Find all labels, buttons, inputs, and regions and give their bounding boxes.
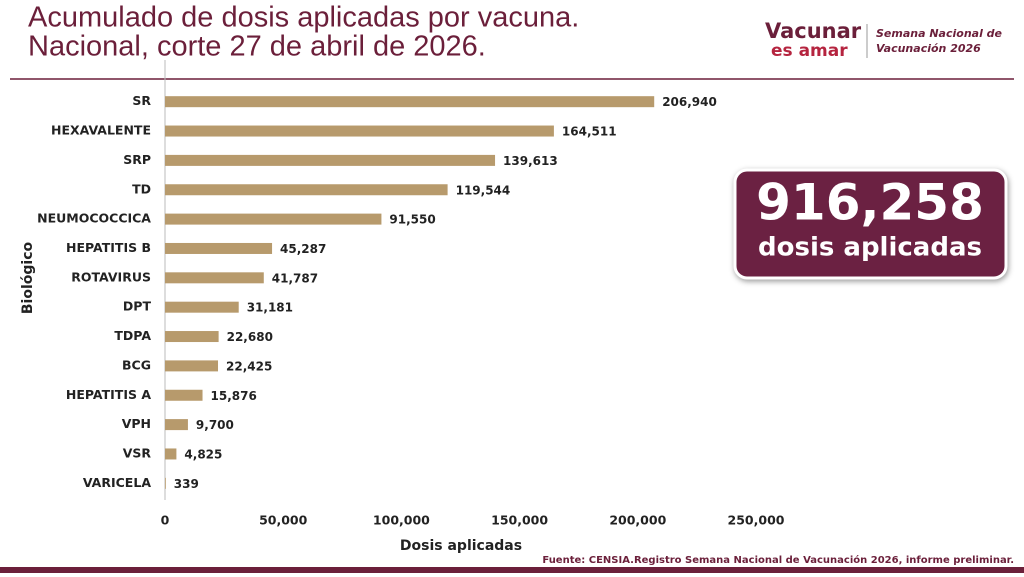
bar — [165, 184, 448, 196]
logo-bottom: es amar — [771, 41, 848, 61]
bar — [165, 389, 203, 401]
highlight-total: 916,258 — [756, 174, 984, 232]
y-axis-title: Biológico — [20, 242, 36, 315]
highlight-caption: dosis aplicadas — [758, 233, 982, 263]
bar — [165, 301, 239, 313]
bar — [165, 154, 496, 166]
value-label: 139,613 — [503, 154, 558, 168]
bar — [165, 96, 655, 108]
y-tick-label: BCG — [122, 357, 151, 372]
value-label: 41,787 — [272, 271, 318, 285]
value-label: 206,940 — [662, 95, 717, 109]
bar — [165, 213, 382, 225]
x-axis-title: Dosis aplicadas — [400, 538, 522, 554]
value-label: 4,825 — [184, 447, 222, 461]
value-label: 22,680 — [227, 330, 273, 344]
bar — [165, 419, 188, 431]
y-tick-label: VSR — [123, 445, 152, 460]
bar — [165, 448, 177, 460]
value-label: 15,876 — [211, 389, 257, 403]
chart-title-line: Acumulado de dosis aplicadas por vacuna. — [28, 2, 579, 34]
x-tick-label: 250,000 — [728, 513, 785, 528]
value-label: 45,287 — [280, 242, 326, 256]
value-label: 91,550 — [389, 213, 435, 227]
x-tick-label: 150,000 — [491, 513, 548, 528]
y-tick-label: SRP — [123, 152, 151, 167]
campaign-text: Vacunación 2026 — [876, 42, 981, 55]
y-tick-label: HEXAVALENTE — [51, 123, 151, 138]
x-tick-label: 50,000 — [259, 513, 308, 528]
x-tick-label: 100,000 — [373, 513, 430, 528]
campaign-text: Semana Nacional de — [876, 27, 1003, 40]
bar — [165, 272, 264, 284]
y-tick-label: VARICELA — [83, 475, 151, 490]
value-label: 9,700 — [196, 418, 234, 432]
y-tick-label: HEPATITIS B — [66, 240, 151, 255]
highlight-box — [733, 168, 1008, 280]
bar — [165, 125, 554, 137]
x-tick-label: 200,000 — [609, 513, 666, 528]
y-tick-label: SR — [132, 93, 151, 108]
bar — [165, 242, 273, 254]
bar — [165, 331, 219, 343]
y-tick-label: TD — [132, 181, 151, 196]
value-label: 22,425 — [226, 359, 272, 373]
y-tick-label: NEUMOCOCCICA — [37, 211, 151, 226]
value-label: 339 — [174, 477, 199, 491]
chart-title-line: Nacional, corte 27 de abril de 2026. — [28, 31, 486, 63]
logo-top: Vacunar — [765, 19, 862, 43]
footer-band — [0, 567, 1024, 573]
y-tick-label: VPH — [122, 416, 151, 431]
bar — [165, 360, 219, 372]
bar — [165, 477, 166, 489]
value-label: 31,181 — [247, 301, 293, 315]
value-label: 164,511 — [562, 125, 617, 139]
source-note: Fuente: CENSIA.Registro Semana Nacional … — [542, 554, 1014, 566]
y-tick-label: DPT — [123, 299, 152, 314]
y-tick-label: TDPA — [114, 328, 151, 343]
x-tick-label: 0 — [161, 513, 170, 528]
value-label: 119,544 — [456, 183, 511, 197]
y-tick-label: ROTAVIRUS — [71, 269, 151, 284]
y-tick-label: HEPATITIS A — [66, 387, 151, 402]
